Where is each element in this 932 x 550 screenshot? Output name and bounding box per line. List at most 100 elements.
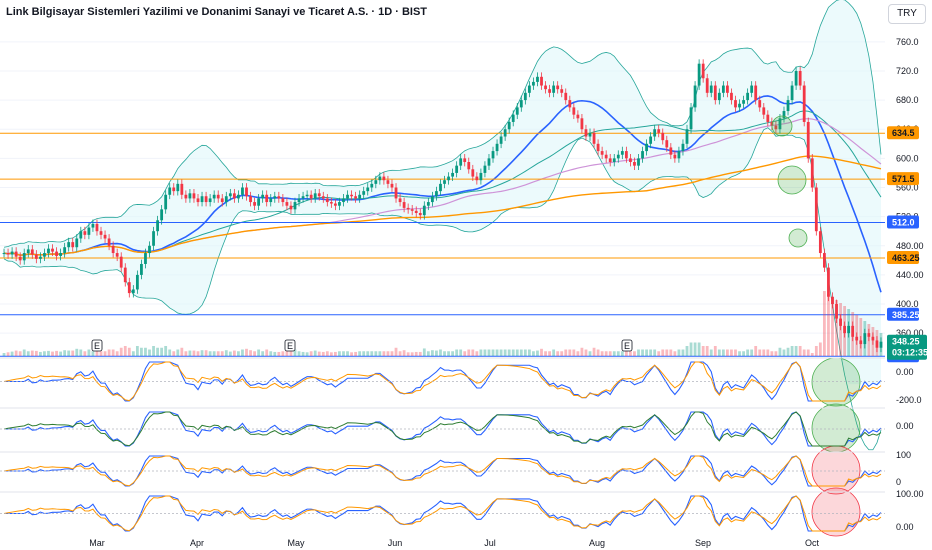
candle-body	[802, 85, 806, 122]
candle-body	[600, 151, 604, 155]
volume-bar	[127, 347, 131, 356]
candle-body	[204, 196, 208, 203]
candle-body	[374, 180, 378, 184]
rsi-axis-label: 0.00	[896, 421, 914, 431]
price-axis-label: 360.00	[896, 328, 924, 338]
volume-bar	[192, 350, 196, 356]
candle-body	[491, 151, 495, 159]
volume-bar	[232, 350, 236, 356]
candle-body	[576, 114, 580, 119]
candle-body	[532, 81, 535, 86]
volume-bar	[297, 351, 301, 356]
volume-bar	[588, 351, 592, 356]
candle-body	[63, 247, 67, 254]
volume-bar	[313, 350, 317, 356]
candle-body	[839, 318, 842, 326]
candle-body	[527, 85, 531, 93]
candle-body	[689, 107, 693, 130]
volume-bar	[103, 351, 107, 356]
volume-bar	[172, 351, 176, 356]
volume-bar	[665, 349, 669, 356]
volume-bar	[831, 297, 834, 356]
volume-bar	[273, 351, 277, 356]
bollinger-fill	[4, 0, 881, 385]
candle-body	[762, 107, 766, 115]
volume-bar	[645, 349, 648, 356]
candle-body	[661, 132, 665, 141]
candle-body	[293, 202, 297, 210]
price-tag	[887, 250, 919, 264]
candle-body	[774, 125, 778, 130]
candle-body	[673, 154, 677, 159]
candle-body	[216, 194, 220, 199]
earnings-marker: E	[284, 339, 296, 352]
candle-body	[843, 325, 847, 334]
candle-body	[734, 100, 737, 108]
price-axis[interactable]: 760.0720.0680.0640.0600.0560.0520.0480.0…	[896, 37, 924, 532]
candle-body	[180, 183, 184, 195]
candle-body	[435, 191, 438, 197]
currency-selector[interactable]: TRY	[888, 4, 926, 24]
volume-bar	[2, 353, 6, 356]
volume-bar	[475, 351, 479, 356]
candle-body	[823, 253, 826, 268]
candle-body	[338, 202, 341, 206]
candle-body	[697, 63, 701, 86]
volume-bar	[637, 349, 640, 356]
volume-bar	[483, 349, 487, 356]
volume-bar	[503, 349, 507, 356]
time-axis[interactable]: Mar Apr May Jun Jul Aug Sep Oct	[89, 538, 819, 548]
volume-bar	[592, 347, 596, 356]
volume-bar	[119, 347, 123, 356]
rsi-pane-line-b	[3, 411, 882, 447]
candle-body	[228, 193, 232, 197]
volume-bar	[515, 349, 519, 356]
volume-bar	[867, 324, 871, 356]
volume-bar	[140, 347, 143, 356]
volume-bar	[334, 351, 337, 356]
candle-body	[317, 193, 321, 197]
price-axis-label: 760.0	[896, 37, 919, 47]
candle-body	[746, 92, 750, 101]
candle-body	[346, 194, 349, 199]
candle-body	[503, 129, 507, 137]
candle-body	[350, 194, 353, 197]
volume-bar	[289, 351, 293, 356]
candle-body	[87, 227, 91, 235]
highlight-circle	[771, 115, 793, 137]
volume-bar	[422, 348, 426, 356]
price-axis-label: 400.0	[896, 299, 919, 309]
volume-bar	[548, 351, 551, 356]
volume-bar	[766, 349, 770, 356]
candle-body	[588, 132, 592, 137]
price-axis-label: 600.0	[896, 153, 919, 163]
candle-body	[79, 231, 83, 239]
candle-body	[378, 176, 382, 181]
candle-body	[329, 202, 333, 204]
volume-bar	[576, 351, 580, 356]
price-tag-label: 385.25	[892, 310, 920, 320]
volume-bar	[47, 350, 50, 356]
candle-body	[604, 154, 608, 159]
candle-body	[59, 253, 62, 256]
candle-body	[693, 85, 697, 108]
volume-bar	[871, 327, 875, 356]
volume-bar	[107, 349, 111, 356]
volume-bar	[269, 351, 273, 356]
volume-bar	[875, 330, 879, 356]
volume-bar	[398, 351, 402, 356]
volume-bar	[726, 349, 729, 356]
candle-body	[754, 85, 758, 101]
volume-bar	[536, 350, 539, 356]
volume-bar	[790, 346, 794, 356]
volume-bar	[479, 349, 483, 356]
volume-bar	[608, 351, 612, 356]
volume-bar	[709, 349, 713, 356]
earnings-marker: E	[91, 339, 103, 352]
candle-body	[265, 194, 269, 203]
volume-bar	[257, 349, 261, 356]
bollinger-bands	[3, 0, 882, 451]
candle-body	[237, 194, 240, 199]
indicator-panes	[0, 357, 885, 532]
